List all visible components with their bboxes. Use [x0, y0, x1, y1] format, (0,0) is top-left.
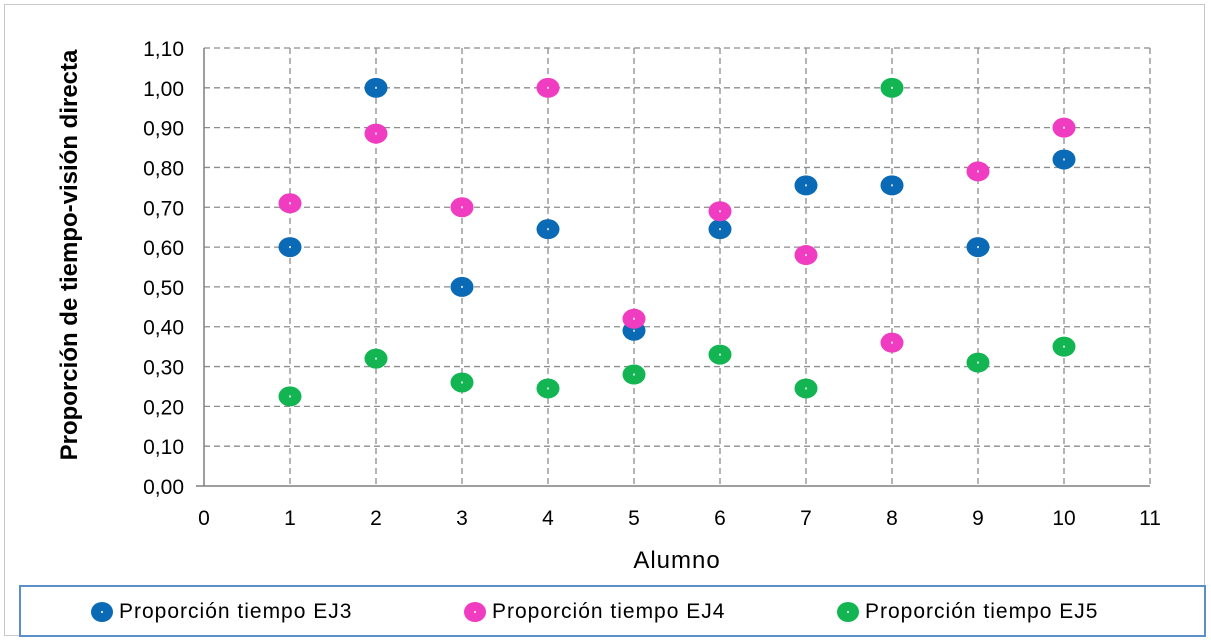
grid-lines	[204, 47, 1151, 486]
x-tick-label: 5	[628, 507, 640, 530]
data-point-ej4	[364, 123, 388, 144]
scatter-plot: 0,00 0,10 0,20 0,30 0,40 0,50 0,60 0,70 0,80 0,90…	[56, 38, 1161, 574]
data-point-ej4	[880, 332, 904, 353]
data-points	[278, 77, 1076, 407]
y-tick-label: 0,30	[143, 357, 184, 380]
x-tick-label: 11	[1139, 507, 1161, 530]
x-tick-label: 1	[284, 507, 296, 530]
y-tick-label: 0,10	[143, 436, 184, 459]
y-tick-label: 0,40	[143, 317, 184, 340]
data-point-ej4	[278, 193, 302, 214]
y-tick-label: 1,10	[143, 38, 184, 61]
legend-marker	[91, 602, 113, 622]
data-point-ej4	[966, 161, 990, 182]
data-point-ej5	[708, 344, 732, 365]
y-tick-label: 0,00	[143, 476, 184, 499]
data-point-ej5	[794, 378, 818, 399]
y-tick-label: 0,20	[143, 396, 184, 419]
data-point-ej5	[278, 386, 302, 407]
x-tick-label: 4	[542, 507, 554, 530]
legend-marker	[837, 602, 859, 622]
plot-area	[204, 48, 1150, 486]
data-point-ej3	[708, 219, 732, 240]
legend-item-ej5: Proporción tiempo EJ5	[837, 599, 1098, 625]
data-point-ej5	[1052, 336, 1076, 357]
data-point-ej3	[1052, 149, 1076, 170]
legend-label: Proporción tiempo EJ3	[119, 600, 353, 623]
tick-labels: 0,00 0,10 0,20 0,30 0,40 0,50 0,60 0,70 0,80 0,90…	[143, 38, 1161, 530]
data-point-ej5	[450, 372, 474, 393]
y-tick-label: 0,90	[143, 118, 184, 141]
data-point-ej3	[880, 175, 904, 196]
data-point-ej5	[966, 352, 990, 373]
data-point-ej4	[1052, 117, 1076, 138]
x-axis-title: Alumno	[633, 547, 720, 574]
data-point-ej4	[794, 245, 818, 266]
x-tick-label: 10	[1052, 507, 1075, 530]
x-tick-label: 6	[714, 507, 726, 530]
legend: Proporción tiempo EJ3 Proporción tiempo E…	[19, 585, 1206, 637]
chart-frame: 0,00 0,10 0,20 0,30 0,40 0,50 0,60 0,70 0,80 0,90…	[4, 4, 1206, 637]
data-point-ej4	[536, 77, 560, 98]
y-tick-label: 0,50	[143, 277, 184, 300]
legend-label: Proporción tiempo EJ4	[492, 600, 726, 623]
x-tick-label: 3	[456, 507, 468, 530]
x-tick-label: 8	[886, 507, 898, 530]
x-tick-label: 7	[800, 507, 812, 530]
data-point-ej3	[794, 175, 818, 196]
data-point-ej5	[622, 364, 646, 385]
legend-label: Proporción tiempo EJ5	[865, 600, 1099, 623]
y-tick-label: 0,70	[143, 197, 184, 220]
data-point-ej5	[880, 77, 904, 98]
y-tick-label: 1,00	[143, 78, 184, 101]
legend-marker	[464, 602, 486, 622]
data-point-ej3	[278, 237, 302, 258]
data-point-ej4	[708, 201, 732, 222]
data-point-ej3	[450, 276, 474, 297]
x-tick-label: 0	[198, 507, 210, 530]
y-tick-label: 0,80	[143, 157, 184, 180]
data-point-ej3	[364, 77, 388, 98]
data-point-ej4	[622, 308, 646, 329]
y-tick-label: 0,60	[143, 237, 184, 260]
data-point-ej3	[966, 237, 990, 258]
y-axis-title: Proporción de tiempo-visión directa	[56, 49, 83, 460]
x-tick-label: 2	[370, 507, 382, 530]
legend-item-ej3: Proporción tiempo EJ3	[91, 599, 352, 625]
data-point-ej4	[450, 197, 474, 218]
data-point-ej5	[536, 378, 560, 399]
axes	[196, 48, 1150, 487]
legend-item-ej4: Proporción tiempo EJ4	[464, 599, 725, 625]
x-tick-label: 9	[972, 507, 984, 530]
data-point-ej5	[364, 348, 388, 369]
data-point-ej3	[536, 219, 560, 240]
